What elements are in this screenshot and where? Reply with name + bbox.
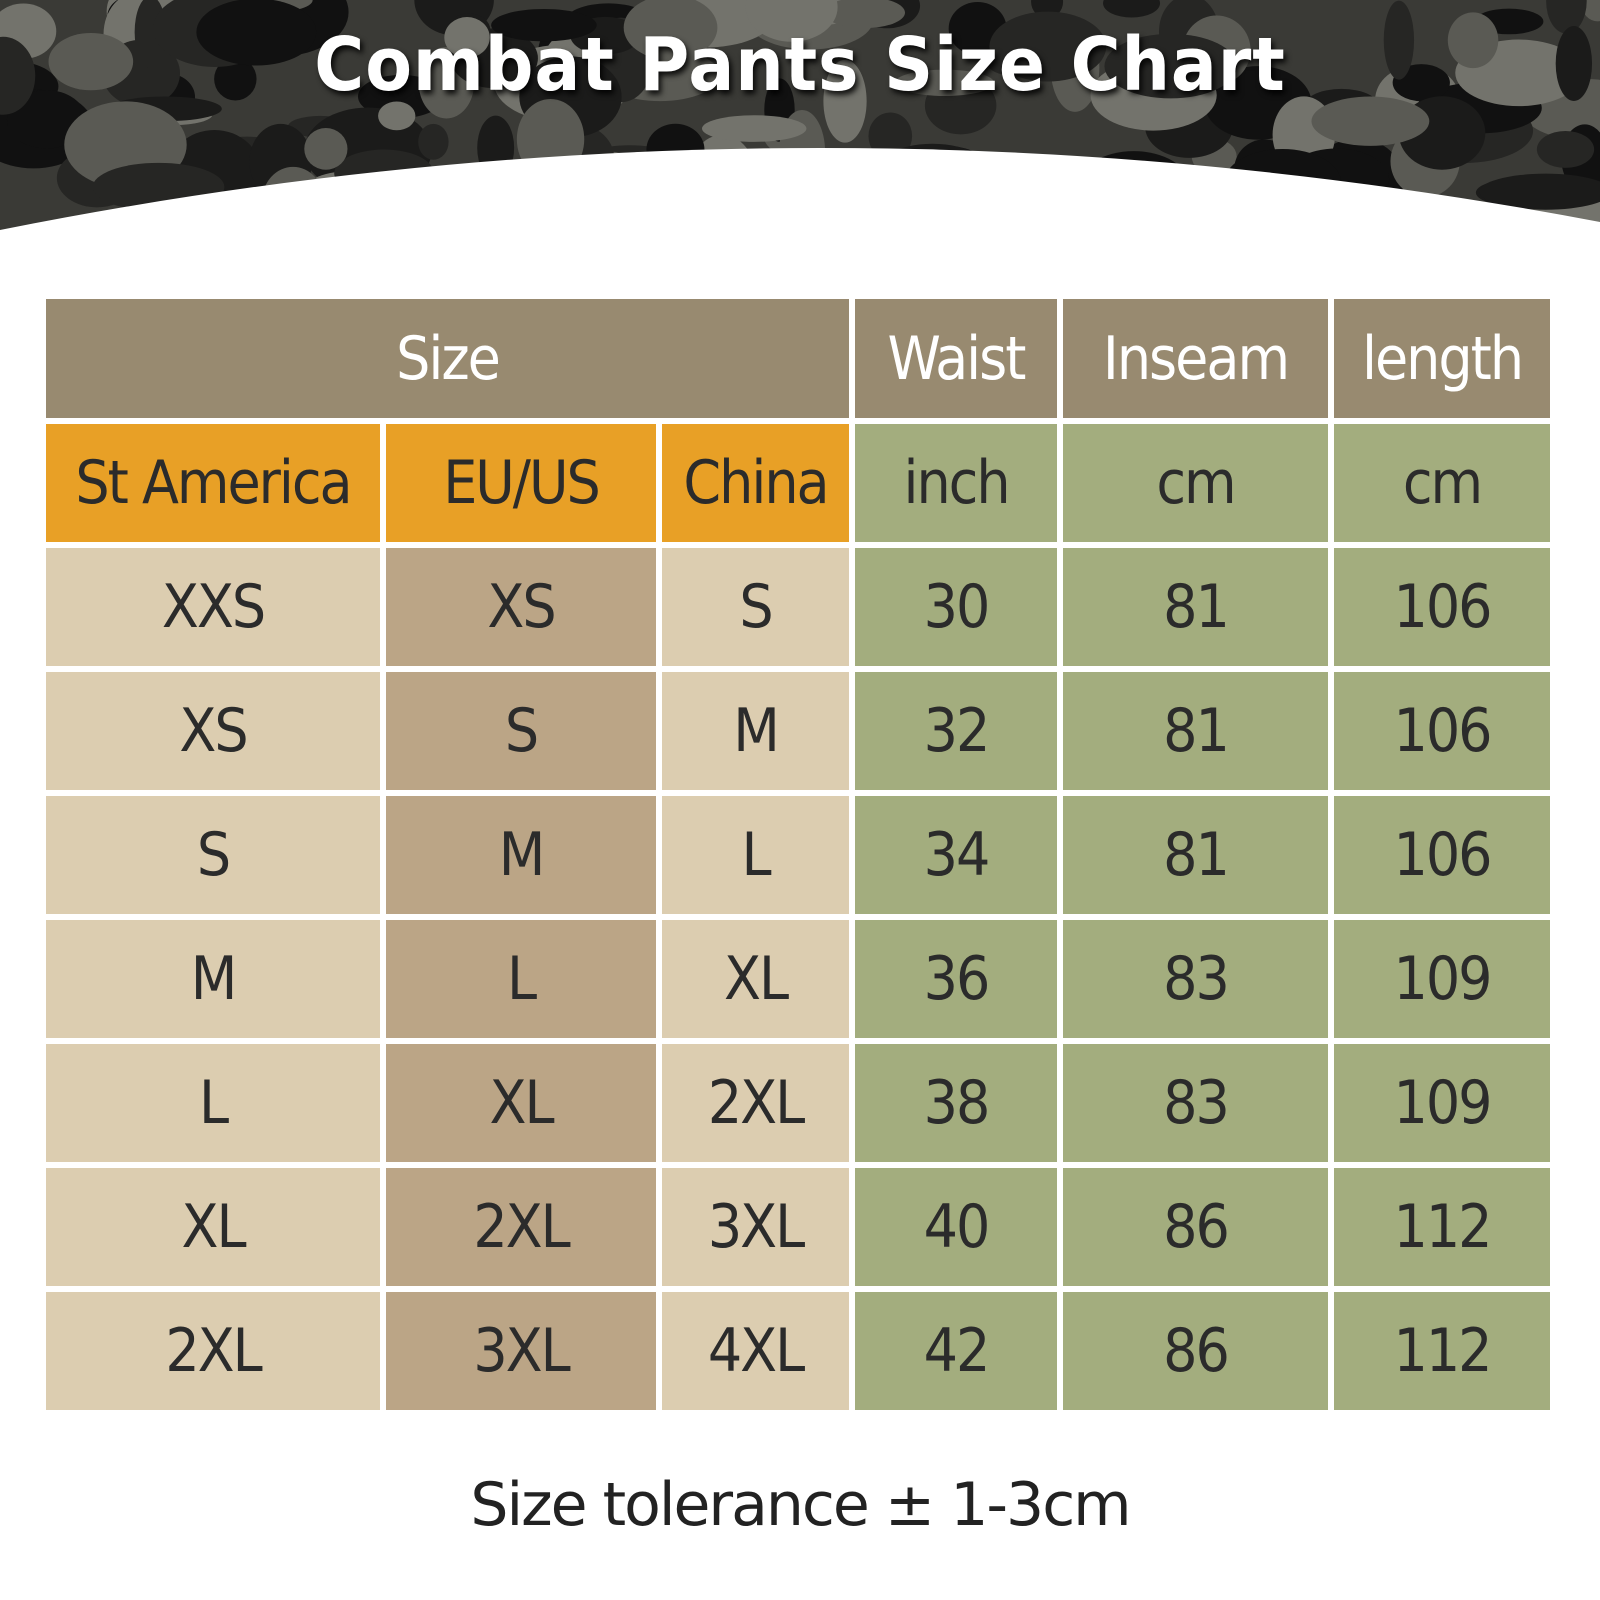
cell-inseam: 81 [1063,796,1328,914]
camo-blob [48,32,134,91]
cell-length: 106 [1334,796,1550,914]
cell-eu-us: XL [386,1044,656,1162]
cell-eu-us: S [386,672,656,790]
camo-blob [894,69,995,97]
header-size: Size [46,299,849,418]
camo-blob [823,59,867,143]
camo-blob [491,8,597,42]
camo-blob [1103,0,1161,18]
cell-st-america: 2XL [46,1292,380,1410]
camo-banner [0,0,1600,240]
camo-blob [1447,12,1499,69]
cell-eu-us: 3XL [386,1292,656,1410]
page-title: Combat Pants Size Chart [314,22,1286,108]
cell-china: XL [662,920,849,1038]
cell-waist: 36 [855,920,1057,1038]
camo-blob [1536,131,1595,168]
camo-blob [196,0,317,66]
cell-inseam: 83 [1063,1044,1328,1162]
subheader-china: China [662,424,849,542]
cell-china: 2XL [662,1044,849,1162]
camo-blob [1383,0,1415,80]
camo-blob [6,90,86,149]
cell-inseam: 83 [1063,920,1328,1038]
cell-length: 109 [1334,920,1550,1038]
cell-china: S [662,548,849,666]
cell-waist: 40 [855,1168,1057,1286]
camo-blob [745,0,838,42]
camo-blob [1479,173,1600,210]
header-inseam: Inseam [1063,299,1328,418]
cell-eu-us: 2XL [386,1168,656,1286]
cell-inseam: 86 [1063,1292,1328,1410]
camo-blob [1555,26,1593,102]
cell-st-america: S [46,796,380,914]
cell-length: 112 [1334,1168,1550,1286]
cell-eu-us: XS [386,548,656,666]
cell-china: M [662,672,849,790]
cell-length: 112 [1334,1292,1550,1410]
header-waist: Waist [855,299,1057,418]
camo-blob [1104,33,1237,99]
subheader-inseam-unit: cm [1063,424,1328,542]
cell-st-america: L [46,1044,380,1162]
camo-blob [701,115,807,142]
camo-blob [1311,96,1430,146]
camo-blob [824,0,906,29]
cell-china: 3XL [662,1168,849,1286]
cell-inseam: 81 [1063,548,1328,666]
cell-st-america: M [46,920,380,1038]
cell-eu-us: L [386,920,656,1038]
camo-blob [868,112,913,160]
cell-st-america: XL [46,1168,380,1286]
camo-blob [378,101,416,131]
camo-blob [304,127,348,170]
camo-blob [623,0,718,61]
subheader-eu-us: EU/US [386,424,656,542]
subheader-st-america: St America [46,424,380,542]
cell-waist: 32 [855,672,1057,790]
size-tolerance-note: Size tolerance ± 1-3cm [470,1470,1131,1540]
cell-china: L [662,796,849,914]
header-length: length [1334,299,1550,418]
cell-waist: 38 [855,1044,1057,1162]
cell-eu-us: M [386,796,656,914]
cell-st-america: XXS [46,548,380,666]
camo-blob [1546,0,1587,34]
subheader-length-unit: cm [1334,424,1550,542]
cell-waist: 34 [855,796,1057,914]
camo-blob [214,57,257,101]
camo-blob [989,11,1107,82]
cell-length: 106 [1334,672,1550,790]
camo-blob [418,123,449,160]
cell-length: 106 [1334,548,1550,666]
cell-length: 109 [1334,1044,1550,1162]
size-table: Size Waist Inseam length St America EU/U… [46,299,1555,1410]
cell-st-america: XS [46,672,380,790]
subheader-waist-unit: inch [855,424,1057,542]
cell-inseam: 86 [1063,1168,1328,1286]
cell-waist: 30 [855,548,1057,666]
camo-blob [0,36,36,115]
cell-waist: 42 [855,1292,1057,1410]
camo-blob [444,17,490,58]
cell-china: 4XL [662,1292,849,1410]
cell-inseam: 81 [1063,672,1328,790]
